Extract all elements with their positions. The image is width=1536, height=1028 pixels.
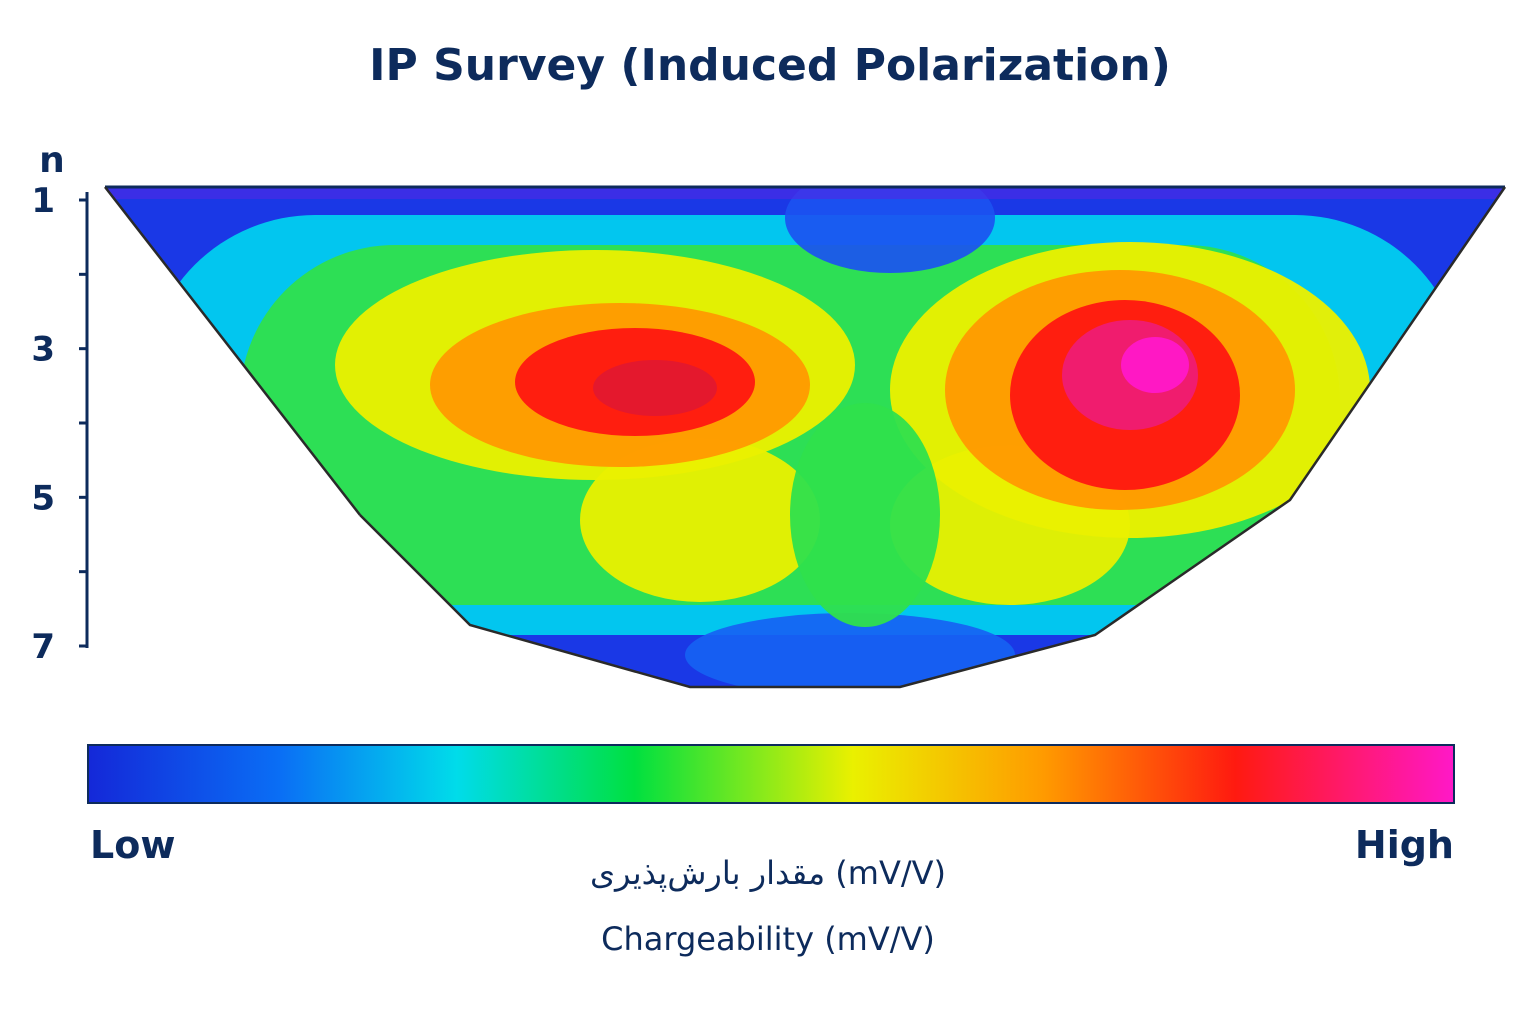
heatmap-left-core [593,360,717,416]
colorbar-high-label: High [1355,823,1454,867]
heatmap-upper-blue-gap [785,187,995,273]
colorbar-low-label: Low [90,823,175,867]
heatmap-bottom-blue-gap [685,613,1015,687]
colorbar [87,744,1455,804]
y-tick-label: 1 [31,181,55,221]
pseudosection-bottom-border [359,186,1507,689]
y-tick-label: 3 [31,330,55,370]
heatmap-top-band [105,187,1505,199]
pseudosection-left-border [104,186,361,516]
pseudosection-heatmap [104,185,1507,689]
y-ticks: 1 3 5 7 [31,181,88,667]
heatmap-center-green [790,403,940,627]
colorbar-unit-label-persian: مقدار بارش‌پذیری (mV/V) [590,854,946,892]
y-tick-label: 7 [31,627,55,667]
y-tick-label: 5 [31,478,55,518]
y-axis-label: n [39,140,65,181]
heatmap-left-yellow-tail [580,438,820,602]
colorbar-unit-label-english: Chargeability (mV/V) [601,920,935,958]
heatmap-right-peak [1121,337,1189,393]
heatmap-fill [105,187,1505,687]
chart-title: IP Survey (Induced Polarization) [369,40,1171,91]
